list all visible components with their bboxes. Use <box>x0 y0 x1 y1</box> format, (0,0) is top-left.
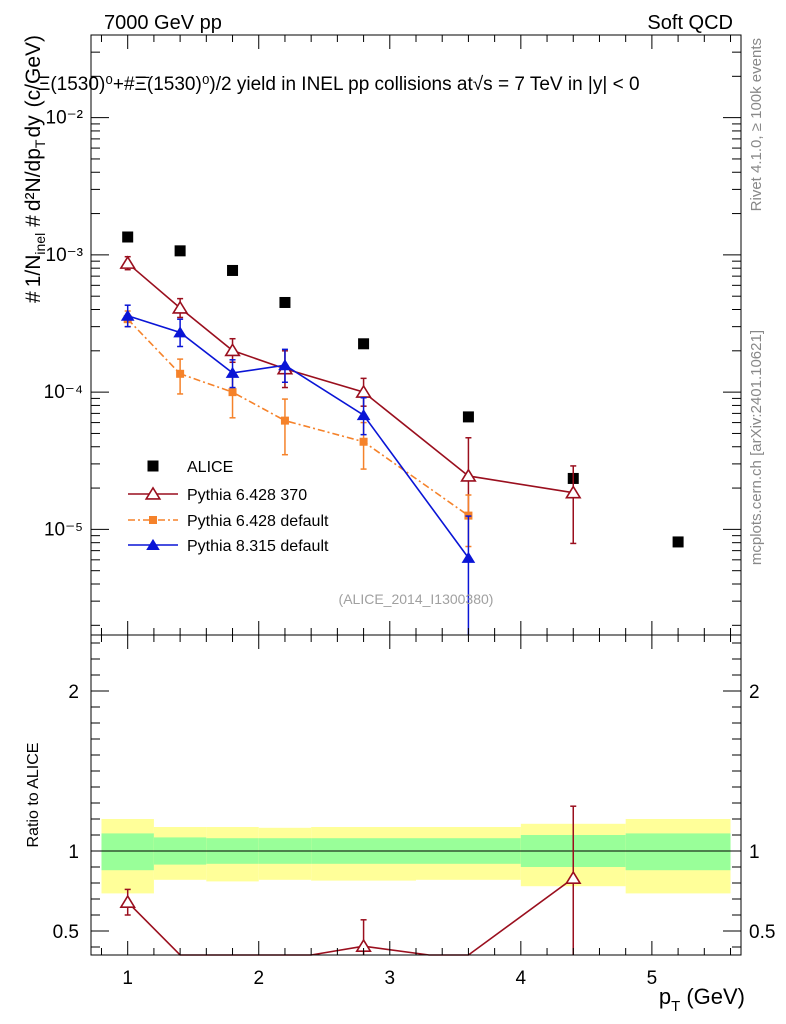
p8_default-point <box>461 551 476 563</box>
uncertainty-band-inner <box>101 833 154 871</box>
p6_370-point <box>460 468 477 482</box>
p6_370-point <box>565 485 582 499</box>
x-axis-label: pT (GeV) <box>659 984 745 1015</box>
mcplots-label: mcplots.cern.ch [arXiv:2401.10621] <box>748 330 765 565</box>
main-y-axis-label: #1/Ninel#d²N/dpTdy(c/GeV) <box>22 35 48 303</box>
legend-label: Pythia 8.315 default <box>187 538 329 555</box>
ratio-plot-frame <box>90 634 742 956</box>
p8_default-point <box>120 309 135 321</box>
x-tick-label: 5 <box>647 968 658 989</box>
analysis-id: (ALICE_2014_I1300380) <box>339 591 494 607</box>
main-y-tick-label: 10⁻⁵ <box>44 519 83 540</box>
x-tick-label: 2 <box>253 968 264 989</box>
alice-point <box>279 296 291 308</box>
main-y-tick-label: 10⁻³ <box>46 245 84 266</box>
p8_default-point <box>356 408 371 421</box>
legend-marker <box>147 460 159 472</box>
series-p6_default <box>123 310 473 548</box>
p6_370-point <box>224 342 241 357</box>
legend-label: Pythia 6.428 370 <box>187 487 307 504</box>
x-tick-label: 4 <box>516 968 527 989</box>
legend-item-p6_370: Pythia 6.428 370 <box>128 486 307 504</box>
alice-point <box>227 264 239 276</box>
p8_default-point <box>278 359 292 371</box>
ratio-y-tick-label: 2 <box>68 682 79 703</box>
alice-point <box>462 411 474 423</box>
legend-marker <box>144 486 162 500</box>
alice-point <box>358 338 370 350</box>
ratio-y-axis-label: Ratio to ALICE <box>25 743 42 848</box>
p6_default-line <box>127 318 469 517</box>
x-tick-label: 3 <box>385 968 396 989</box>
legend-item-alice: ALICE <box>147 459 233 476</box>
main-y-tick-label: 10⁻⁴ <box>44 382 83 403</box>
ratio-y-tick-label: 0.5 <box>53 922 79 943</box>
legend-item-p8_default: Pythia 8.315 default <box>128 538 329 555</box>
alice-point <box>122 231 134 243</box>
p6_default-point <box>280 416 289 425</box>
uncertainty-band-inner <box>625 833 731 871</box>
rivet-version-label: Rivet 4.1.0, ≥ 100k events <box>748 38 765 211</box>
ratio-point <box>119 894 136 908</box>
legend-item-p6_default: Pythia 6.428 default <box>128 513 329 530</box>
legend-label: ALICE <box>187 459 233 476</box>
process-label: Soft QCD <box>647 12 733 34</box>
p6_default-point <box>176 369 185 378</box>
ratio-point <box>565 870 582 884</box>
legend: ALICE Pythia 6.428 370 Pythia 6.428 defaul… <box>128 459 329 555</box>
legend-marker <box>149 516 157 524</box>
p6_370-point <box>171 300 189 314</box>
p6_default-point <box>228 388 237 397</box>
main-y-tick-label: 10⁻² <box>46 108 84 129</box>
legend-marker <box>146 538 160 550</box>
series-p8_default <box>120 304 476 635</box>
legend-label: Pythia 6.428 default <box>187 513 329 530</box>
plot-title: Ξ(1530)⁰+#Ξ̄(1530)⁰)/2 yield in INEL pp … <box>38 74 640 95</box>
p6_370-point <box>119 255 136 269</box>
energy-label: 7000 GeV pp <box>104 12 222 34</box>
ratio-y-tick-label: 1 <box>68 842 79 863</box>
x-tick-label: 1 <box>122 968 133 989</box>
alice-point <box>174 245 186 257</box>
p6_default-point <box>359 437 368 446</box>
ratio-y-tick-label-right: 0.5 <box>749 922 775 943</box>
p8_default-point <box>225 366 240 378</box>
alice-point <box>672 536 684 548</box>
p8_default-point <box>173 326 187 338</box>
ratio-line <box>127 877 574 956</box>
ratio-y-tick-label-right: 1 <box>749 842 760 863</box>
ratio-y-tick-label-right: 2 <box>749 682 760 703</box>
p8_default-line <box>127 315 470 559</box>
